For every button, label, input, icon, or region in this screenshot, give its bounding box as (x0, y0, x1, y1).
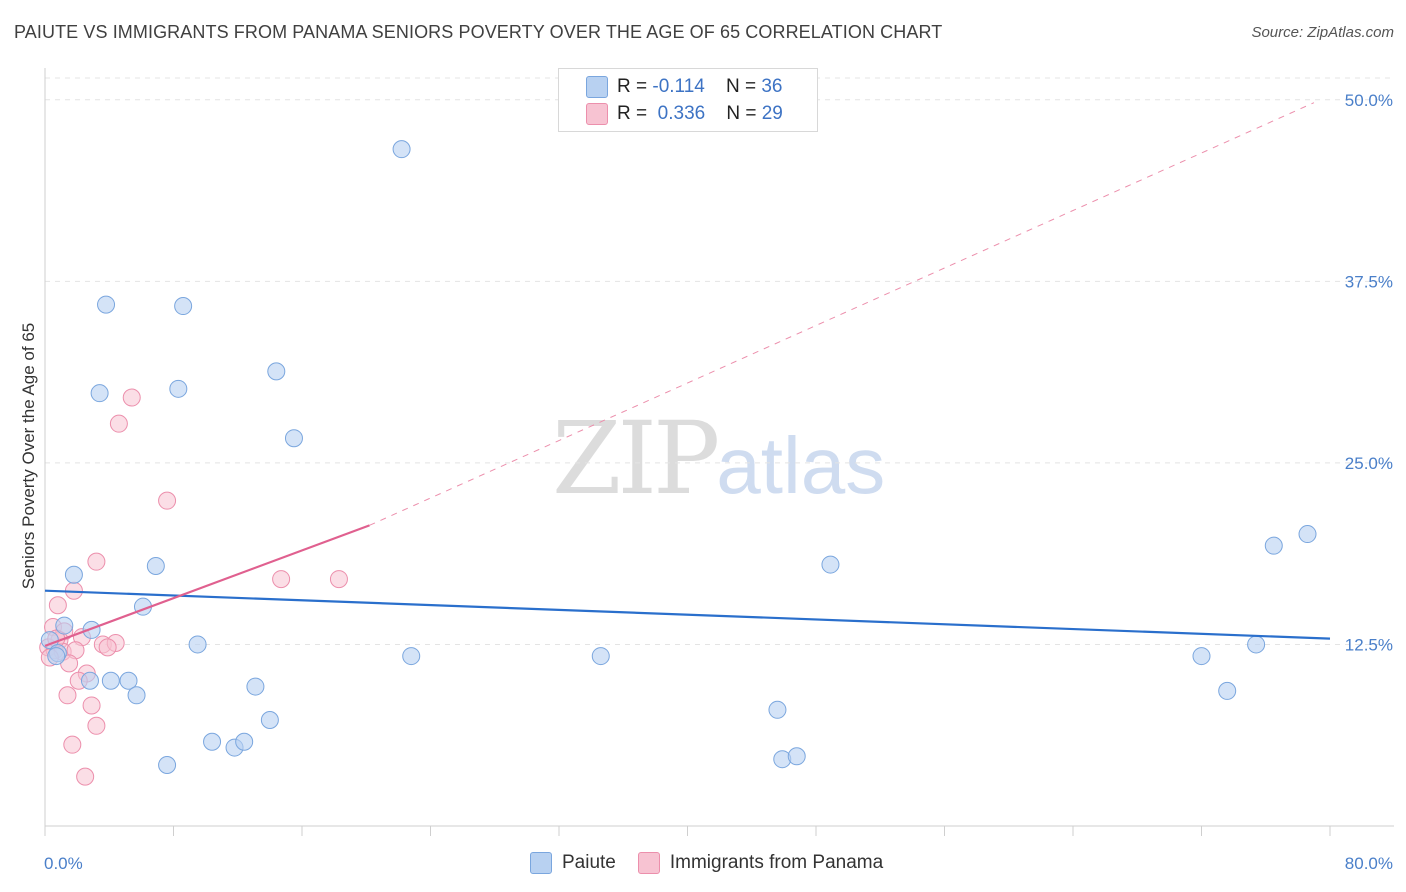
data-points (39, 140, 1331, 786)
point-paiute (169, 379, 188, 398)
point-panama (76, 767, 95, 786)
point-paiute (82, 620, 101, 639)
legend-row-panama: R = 0.336 N = 29 (586, 102, 783, 126)
x-tick-label-max: 80.0% (1345, 854, 1393, 873)
point-paiute (402, 647, 421, 666)
point-paiute (246, 677, 265, 696)
point-paiute (1247, 635, 1266, 654)
point-paiute (284, 429, 303, 448)
point-paiute (127, 686, 146, 705)
y-tick-label: 12.5% (1345, 635, 1393, 654)
legend-row-paiute: R = -0.114 N = 36 (586, 75, 782, 99)
point-paiute (47, 647, 66, 666)
point-paiute (1192, 647, 1211, 666)
point-paiute (392, 140, 411, 159)
legend-item-panama: Immigrants from Panama (637, 852, 884, 874)
legend-item-paiute: Paiute (530, 852, 616, 874)
point-paiute (768, 700, 787, 719)
point-paiute (119, 671, 138, 690)
series-legend: Paiute Immigrants from Panama (530, 852, 905, 874)
y-tick-label: 37.5% (1345, 272, 1393, 291)
legend-n-value: 29 (761, 103, 783, 124)
trend-line-paiute (44, 589, 1331, 640)
point-paiute (260, 710, 279, 729)
chart-title: PAIUTE VS IMMIGRANTS FROM PANAMA SENIORS… (14, 22, 943, 42)
point-panama (87, 552, 106, 571)
point-paiute (80, 671, 99, 690)
point-paiute (97, 295, 116, 314)
point-panama (63, 735, 82, 754)
point-paiute (203, 732, 222, 751)
watermark: ZIPatlas (552, 400, 885, 517)
point-panama (272, 570, 291, 589)
legend-swatch-paiute (586, 76, 608, 98)
legend-n-label: N = (725, 76, 762, 97)
y-tick-label: 25.0% (1345, 454, 1393, 473)
legend-swatch-panama (637, 852, 660, 874)
legend-label-panama: Immigrants from Panama (669, 852, 884, 873)
legend-r-value: 0.336 (652, 103, 706, 124)
grid (45, 77, 1394, 645)
point-panama (109, 414, 128, 433)
point-panama (122, 388, 141, 407)
point-paiute (55, 616, 74, 635)
correlation-legend: R = -0.114 N = 36 R = 0.336 N = 29 (558, 68, 818, 132)
legend-swatch-panama (586, 103, 608, 125)
point-panama (329, 570, 348, 589)
point-paiute (267, 362, 286, 381)
point-paiute (787, 747, 806, 766)
point-panama (87, 716, 106, 735)
point-paiute (1218, 681, 1237, 700)
point-panama (158, 491, 177, 510)
watermark-atlas: atlas (716, 421, 886, 510)
legend-r-text: R = -0.114 N = 36 (617, 76, 782, 98)
point-paiute (188, 635, 207, 654)
legend-label-paiute: Paiute (562, 852, 616, 873)
legend-r-label: R = (617, 103, 653, 124)
point-paiute (235, 732, 254, 751)
point-paiute (821, 555, 840, 574)
point-paiute (146, 557, 165, 576)
tick-labels: 12.5% 25.0% 37.5% 50.0% 0.0% 80.0% (44, 91, 1393, 873)
source-label: Source: ZipAtlas.com (1251, 24, 1394, 41)
x-tick-label-min: 0.0% (44, 854, 83, 873)
trend-line-panama-extrapolated (369, 102, 1315, 526)
legend-r-text: R = 0.336 N = 29 (617, 103, 783, 125)
watermark-zip: ZIP (552, 400, 720, 517)
point-paiute (591, 647, 610, 666)
point-panama (58, 686, 77, 705)
point-paiute (174, 297, 193, 316)
point-paiute (90, 384, 109, 403)
point-panama (48, 596, 67, 615)
legend-n-value: 36 (761, 76, 783, 97)
axes (44, 68, 1394, 836)
legend-r-label: R = (617, 76, 653, 97)
point-panama (98, 638, 117, 657)
point-paiute (64, 565, 83, 584)
point-paiute (1298, 525, 1317, 544)
point-panama (82, 696, 101, 715)
y-tick-label: 50.0% (1345, 91, 1393, 110)
legend-r-value: -0.114 (652, 76, 705, 97)
point-paiute (101, 671, 120, 690)
point-paiute (158, 755, 177, 774)
trend-lines (369, 102, 1315, 526)
legend-swatch-paiute (530, 852, 552, 874)
trend-line-panama (44, 524, 370, 647)
y-axis-label: Seniors Poverty Over the Age of 65 (19, 323, 38, 589)
legend-n-label: N = (726, 103, 762, 124)
point-paiute (1264, 536, 1283, 555)
